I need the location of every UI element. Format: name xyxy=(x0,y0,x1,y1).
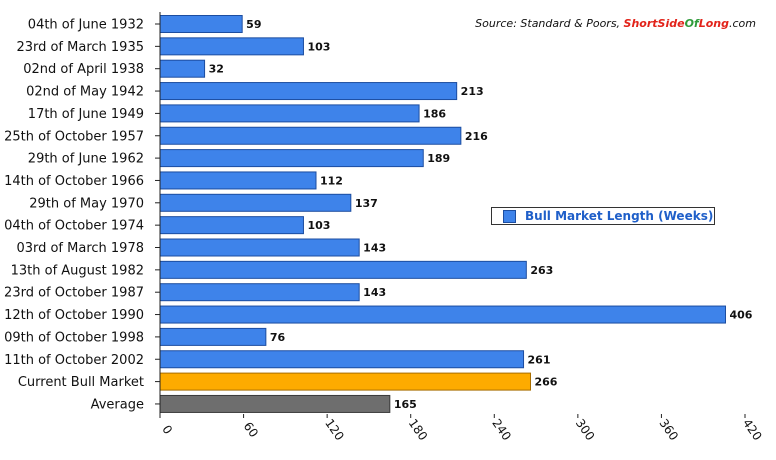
bar xyxy=(159,305,726,324)
category-label: 14th of October 1966 xyxy=(4,174,144,189)
value-label: 186 xyxy=(423,107,446,120)
value-label: 213 xyxy=(461,85,484,98)
source-site-part-2: Of xyxy=(684,17,699,30)
bar xyxy=(159,283,360,302)
category-label: 02nd of May 1942 xyxy=(26,85,144,100)
category-label: 29th of June 1962 xyxy=(28,152,144,167)
value-label: 263 xyxy=(530,264,553,277)
bar xyxy=(159,171,317,190)
bar xyxy=(159,350,525,369)
x-tick-label: 240 xyxy=(489,416,514,443)
category-label: Average xyxy=(91,397,144,412)
value-label: 266 xyxy=(535,376,558,389)
legend: Bull Market Length (Weeks) xyxy=(491,207,715,225)
category-label: 04th of June 1932 xyxy=(28,18,144,33)
category-label: 25th of October 1957 xyxy=(4,129,144,144)
x-tick-label: 420 xyxy=(740,416,765,443)
bar xyxy=(159,104,420,123)
category-label: 17th of June 1949 xyxy=(28,107,144,122)
category-label: 13th of August 1982 xyxy=(11,263,144,278)
x-tick-labels: 0 60 120 180 240 300 360 420 xyxy=(159,416,764,443)
category-label: 11th of October 2002 xyxy=(4,353,144,368)
x-tick-label: 120 xyxy=(322,416,347,443)
x-tick-label: 180 xyxy=(406,416,431,443)
value-label: 137 xyxy=(355,197,378,210)
x-tick-label: 60 xyxy=(241,419,261,440)
source-site-part-3: Long xyxy=(698,17,729,30)
category-label: 03rd of March 1978 xyxy=(16,241,144,256)
axes xyxy=(155,12,746,418)
value-label: 189 xyxy=(427,152,450,165)
category-label: 23rd of October 1987 xyxy=(4,286,144,301)
legend-swatch xyxy=(503,209,516,223)
value-label: 59 xyxy=(246,18,261,31)
category-label: 23rd of March 1935 xyxy=(16,40,144,55)
bar xyxy=(159,15,243,33)
bar xyxy=(159,327,267,346)
bar xyxy=(159,193,352,212)
source-prefix: Source: Standard & Poors, xyxy=(475,17,624,30)
value-label: 76 xyxy=(270,331,286,344)
category-label: 02nd of April 1938 xyxy=(23,62,144,77)
bar xyxy=(159,82,458,101)
source-suffix: .com xyxy=(729,17,756,30)
bar xyxy=(159,260,527,279)
value-labels: 59 103 32 213 186 216 189 112 137 103 143 263 143 406… xyxy=(209,18,753,411)
x-tick-label: 300 xyxy=(573,416,598,443)
category-label: 12th of October 1990 xyxy=(4,308,144,323)
value-label: 406 xyxy=(730,309,753,322)
bar xyxy=(159,59,206,78)
legend-label: Bull Market Length (Weeks) xyxy=(525,209,714,223)
value-label: 112 xyxy=(320,174,343,187)
x-tick-label: 360 xyxy=(656,416,681,443)
value-label: 216 xyxy=(465,130,488,143)
value-label: 261 xyxy=(528,353,551,366)
value-label: 103 xyxy=(307,219,330,232)
value-label: 165 xyxy=(394,398,417,411)
bar xyxy=(159,126,462,145)
bar xyxy=(159,216,304,235)
category-labels: 04th of June 1932 23rd of March 1935 02nd … xyxy=(4,18,144,413)
source-site-part-1: ShortSide xyxy=(623,17,685,30)
value-label: 143 xyxy=(363,286,386,299)
bar xyxy=(159,37,304,56)
category-label: 29th of May 1970 xyxy=(29,196,144,211)
source-note: Source: Standard & Poors, ShortSideOfLon… xyxy=(475,17,756,30)
category-label: 09th of October 1998 xyxy=(4,330,144,345)
value-label: 143 xyxy=(363,242,386,255)
bar xyxy=(159,372,531,391)
category-label: Current Bull Market xyxy=(18,375,144,390)
value-label: 32 xyxy=(209,63,224,76)
value-label: 103 xyxy=(307,40,330,53)
category-label: 04th of October 1974 xyxy=(4,219,144,234)
x-tick-label: 0 xyxy=(159,423,175,437)
bar xyxy=(159,238,360,257)
bar xyxy=(159,394,391,413)
bar xyxy=(159,149,424,168)
